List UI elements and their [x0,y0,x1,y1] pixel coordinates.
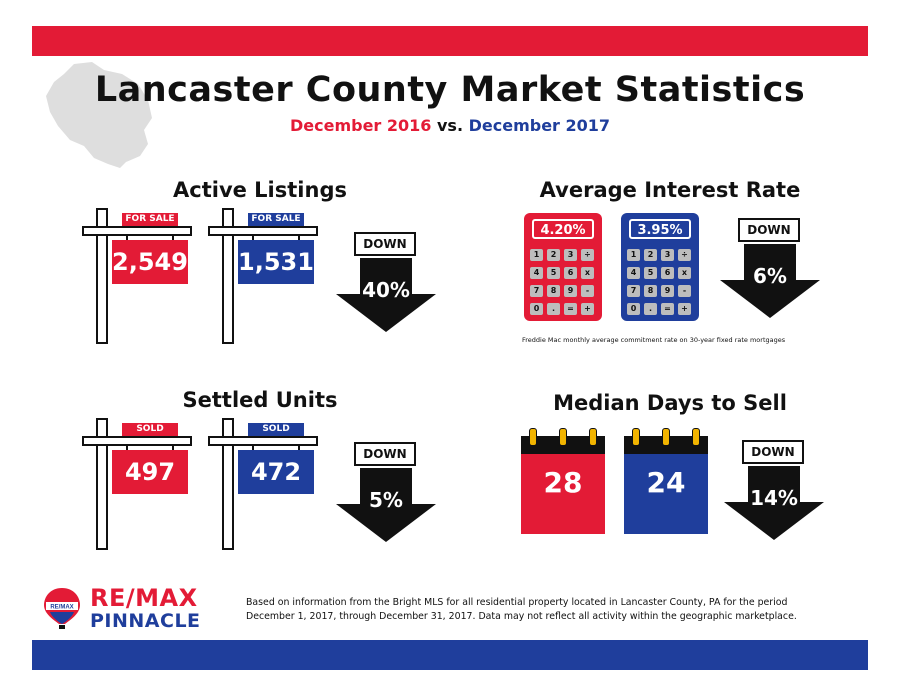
bottom-blue-band [32,640,868,670]
calc-key: = [564,303,577,315]
for-sale-tag: FOR SALE [248,213,304,226]
calc-key: 3 [564,249,577,261]
calc-key: 8 [547,285,560,297]
sold-tag: SOLD [122,423,178,436]
interest-rate-title: Average Interest Rate [539,178,801,202]
days-to-sell-2017-value: 24 [646,466,686,499]
calc-key: 9 [564,285,577,297]
active-listings-sign-2017: FOR SALE 1,531 [208,208,318,344]
active-listings-title: Active Listings [173,178,347,202]
calc-key: 0 [530,303,543,315]
days-to-sell-2016-value: 28 [543,466,583,499]
interest-rate-down-arrow: DOWN 6% [720,218,820,318]
active-listings-down-arrow: DOWN 40% [336,232,436,332]
balloon-text: RE/MAX [50,605,73,611]
settled-units-sign-2017: SOLD 472 [208,418,318,550]
calendar-2016: 28 [521,428,605,534]
calc-key: 9 [661,285,674,297]
logo-sub: PINNACLE [90,610,201,632]
down-label: DOWN [354,442,416,466]
remax-balloon-icon: RE/MAX [44,588,80,629]
calc-key: 6 [564,267,577,279]
remax-pinnacle-logo: RE/MAX RE/MAX PINNACLE [40,584,220,634]
days-to-sell-change-pct: 14% [750,486,798,510]
calc-key: x [581,267,594,279]
settled-units-sign-2016: SOLD 497 [82,418,192,550]
calc-key: 6 [661,267,674,279]
calc-key: 5 [547,267,560,279]
days-to-sell-down-arrow: DOWN 14% [724,440,824,540]
calc-key: 0 [627,303,640,315]
interest-rate-2016-value: 4.20% [532,219,594,239]
calculator-2017: 3.95% 1 2 3 ÷ 4 5 6 x 7 8 9 - 0 . = + [621,213,699,321]
calc-key: = [661,303,674,315]
interest-rate-note: Freddie Mac monthly average commitment r… [522,336,786,344]
calc-key: - [581,285,594,297]
interest-rate-2017-value: 3.95% [629,219,691,239]
days-to-sell-title: Median Days to Sell [553,391,787,415]
sold-tag: SOLD [248,423,304,436]
down-arrow-icon [724,466,824,540]
down-arrow-icon [720,244,820,318]
disclaimer-line-2: December 1, 2017, through December 31, 2… [246,611,797,622]
disclaimer-line-1: Based on information from the Bright MLS… [246,597,788,608]
calc-key: 3 [661,249,674,261]
calc-key: . [547,303,560,315]
calc-key: 7 [627,285,640,297]
down-arrow-icon [336,468,436,542]
logo-brand: RE/MAX [90,584,198,612]
settled-units-down-arrow: DOWN 5% [336,442,436,542]
subtitle-period-a: December 2016 [289,116,432,135]
calc-key: 1 [627,249,640,261]
calc-key: + [581,303,594,315]
interest-rate-change-pct: 6% [753,264,787,288]
for-sale-tag: FOR SALE [122,213,178,226]
settled-units-title: Settled Units [182,388,338,412]
top-red-band [32,26,868,56]
calc-key: 1 [530,249,543,261]
calc-key: + [678,303,691,315]
calc-key: 5 [644,267,657,279]
active-listings-2016-value: 2,549 [112,240,188,284]
page-title: Lancaster County Market Statistics [94,70,806,110]
calc-key: 7 [530,285,543,297]
active-listings-change-pct: 40% [362,278,410,302]
calc-key: x [678,267,691,279]
page-subtitle: December 2016 vs. December 2017 [0,116,900,135]
settled-units-2016-value: 497 [112,450,188,494]
calc-key: 4 [530,267,543,279]
calc-key: 2 [547,249,560,261]
calc-key: 8 [644,285,657,297]
calc-key: ÷ [678,249,691,261]
subtitle-vs: vs. [436,116,464,135]
down-label: DOWN [738,218,800,242]
settled-units-2017-value: 472 [238,450,314,494]
calc-key: ÷ [581,249,594,261]
calc-key: . [644,303,657,315]
calculator-2016: 4.20% 1 2 3 ÷ 4 5 6 x 7 8 9 - 0 . = + [524,213,602,321]
county-map-icon [46,62,152,168]
calc-key: 4 [627,267,640,279]
active-listings-sign-2016: FOR SALE 2,549 [82,208,192,344]
subtitle-period-b: December 2017 [468,116,611,135]
calc-key: 2 [644,249,657,261]
active-listings-2017-value: 1,531 [238,240,314,284]
disclaimer: Based on information from the Bright MLS… [246,596,856,624]
down-label: DOWN [742,440,804,464]
down-arrow-icon [336,258,436,332]
settled-units-change-pct: 5% [369,488,403,512]
calc-key: - [678,285,691,297]
down-label: DOWN [354,232,416,256]
calendar-2017: 24 [624,428,708,534]
